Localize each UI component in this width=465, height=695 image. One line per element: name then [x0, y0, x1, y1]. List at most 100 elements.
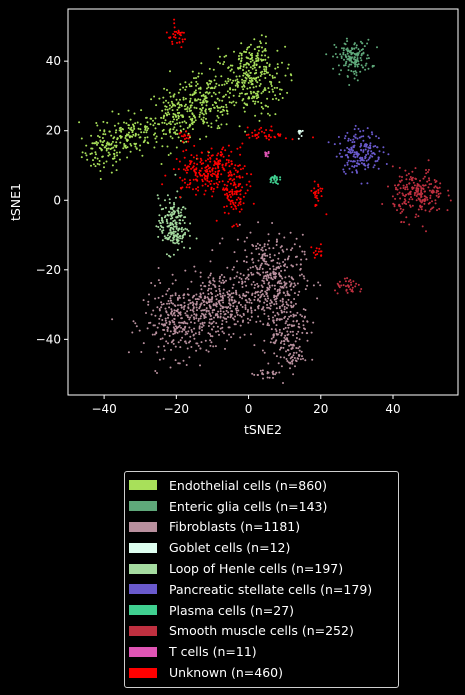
scatter-point: [367, 166, 370, 169]
scatter-point: [399, 207, 402, 210]
legend-swatch: [129, 480, 157, 491]
scatter-point: [161, 319, 164, 321]
scatter-point: [366, 182, 369, 185]
scatter-point: [246, 236, 248, 239]
scatter-point: [129, 135, 132, 138]
scatter-point: [132, 320, 135, 323]
scatter-point: [345, 37, 348, 40]
scatter-point: [283, 264, 285, 267]
scatter-point: [170, 226, 173, 229]
scatter-point: [172, 253, 175, 256]
scatter-point: [205, 91, 208, 94]
scatter-point: [221, 307, 224, 309]
scatter-point: [193, 318, 196, 320]
scatter-point: [179, 211, 182, 214]
scatter-point: [225, 103, 228, 106]
scatter-point: [416, 185, 419, 187]
scatter-point: [255, 76, 258, 79]
scatter-point: [283, 336, 286, 339]
scatter-point: [398, 175, 401, 178]
scatter-point: [198, 331, 201, 334]
scatter-point: [281, 332, 283, 335]
scatter-point: [225, 205, 228, 208]
scatter-point: [199, 305, 201, 308]
scatter-point: [205, 165, 208, 168]
scatter-point: [205, 104, 208, 107]
scatter-point: [199, 157, 202, 160]
scatter-point: [232, 184, 235, 187]
scatter-point: [215, 157, 218, 160]
scatter-point: [239, 153, 242, 156]
scatter-point: [356, 79, 359, 82]
scatter-point: [204, 339, 207, 342]
scatter-point: [274, 113, 277, 116]
scatter-point: [339, 53, 342, 56]
scatter-point: [239, 314, 242, 317]
scatter-point: [253, 48, 256, 51]
scatter-point: [180, 321, 182, 324]
scatter-point: [249, 185, 252, 188]
scatter-point: [94, 165, 97, 168]
scatter-point: [346, 146, 349, 149]
scatter-point: [172, 220, 175, 223]
y-tick-label: 0: [53, 193, 61, 207]
scatter-point: [213, 106, 216, 109]
scatter-point: [190, 167, 193, 170]
scatter-point: [287, 63, 290, 66]
scatter-point: [291, 277, 294, 280]
scatter-point: [175, 129, 178, 132]
scatter-point: [435, 191, 438, 194]
scatter-point: [343, 164, 346, 167]
scatter-point: [211, 195, 214, 198]
scatter-point: [264, 290, 267, 293]
scatter-point: [255, 57, 258, 60]
scatter-point: [232, 100, 235, 103]
scatter-point: [267, 105, 269, 108]
scatter-point: [154, 314, 157, 317]
scatter-point: [147, 127, 150, 130]
scatter-point: [185, 166, 188, 169]
scatter-point: [211, 293, 213, 295]
scatter-point: [377, 137, 380, 140]
scatter-point: [245, 134, 248, 136]
scatter-point: [182, 86, 185, 89]
scatter-point: [404, 188, 407, 191]
scatter-point: [272, 90, 275, 93]
scatter-point: [249, 319, 252, 322]
scatter-point: [215, 119, 218, 122]
scatter-point: [289, 285, 292, 288]
scatter-point: [209, 110, 212, 113]
scatter-point: [346, 163, 349, 166]
scatter-point: [258, 84, 261, 87]
scatter-point: [210, 341, 213, 344]
scatter-point: [264, 49, 267, 52]
x-tick-label: 40: [385, 402, 400, 416]
scatter-point: [207, 310, 210, 312]
scatter-point: [172, 333, 175, 335]
scatter-point: [360, 135, 363, 138]
scatter-point: [367, 146, 370, 149]
scatter-point: [103, 129, 106, 132]
scatter-point: [354, 58, 357, 61]
scatter-point: [105, 160, 108, 163]
scatter-point: [256, 282, 259, 285]
scatter-point: [261, 267, 264, 270]
scatter-point: [238, 175, 241, 178]
scatter-point: [115, 129, 118, 132]
scatter-point: [179, 304, 182, 307]
scatter-point: [364, 143, 366, 146]
scatter-point: [265, 153, 268, 156]
scatter-point: [171, 211, 173, 214]
x-axis-label: tSNE2: [244, 422, 282, 437]
scatter-point: [210, 80, 212, 83]
scatter-point: [227, 293, 230, 296]
y-tick-label: −40: [36, 332, 61, 346]
scatter-point: [173, 309, 176, 312]
scatter-point: [209, 272, 212, 275]
scatter-point: [235, 293, 238, 296]
scatter-point: [405, 203, 408, 205]
scatter-point: [235, 223, 238, 226]
y-tick-label: 20: [46, 124, 61, 138]
scatter-point: [211, 167, 214, 170]
scatter-point: [263, 68, 266, 71]
